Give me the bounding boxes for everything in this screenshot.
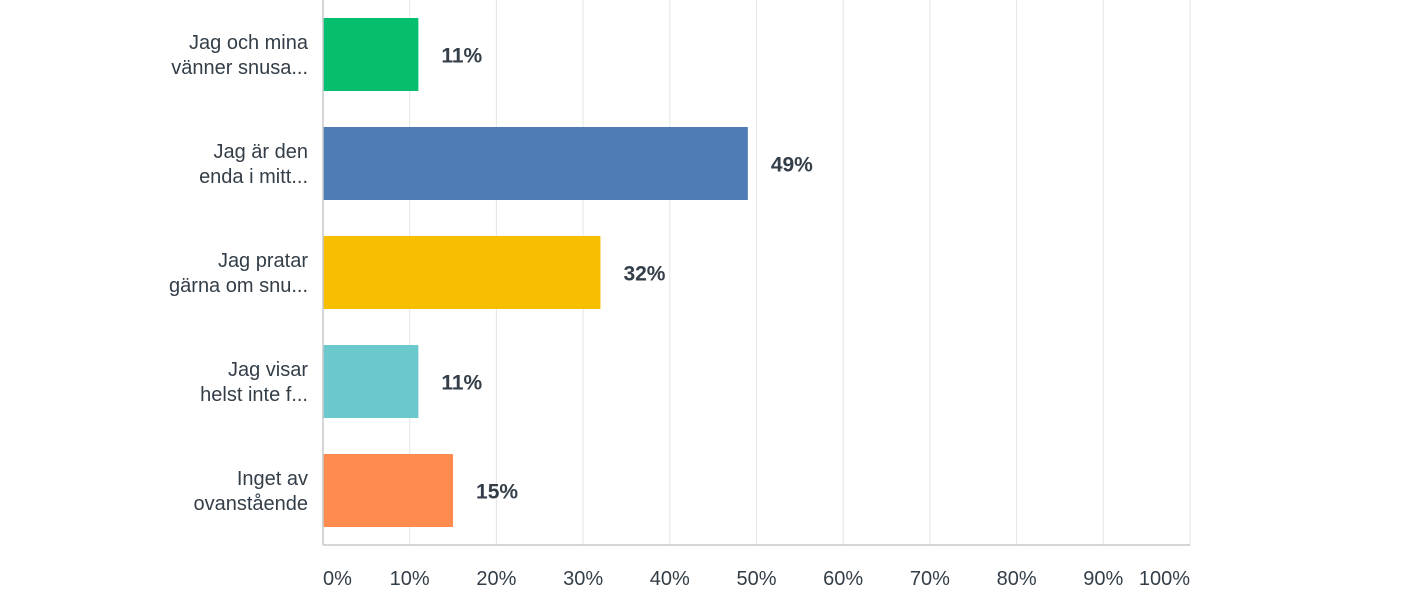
x-tick-label: 60% xyxy=(823,568,863,590)
x-tick-label: 20% xyxy=(476,568,516,590)
category-label: Jag är den xyxy=(213,141,308,163)
value-label: 15% xyxy=(476,481,518,504)
value-labels: 11% 49% 32% 11% 15% xyxy=(441,45,813,504)
category-label: helst inte f... xyxy=(200,384,308,406)
category-label: vänner snusa... xyxy=(171,57,308,79)
bar xyxy=(323,345,419,418)
value-label: 11% xyxy=(441,45,482,68)
category-label: gärna om snu... xyxy=(169,275,308,297)
bar xyxy=(323,454,454,527)
x-tick-label: 50% xyxy=(736,568,776,590)
value-label: 32% xyxy=(623,263,665,286)
x-tick-label: 30% xyxy=(563,568,603,590)
category-label: Jag och mina xyxy=(189,32,309,54)
category-label: ovanstående xyxy=(193,493,308,515)
value-label: 11% xyxy=(441,372,482,395)
category-label: Jag pratar xyxy=(218,250,308,272)
x-tick-label: 80% xyxy=(997,568,1037,590)
x-tick-label: 90% xyxy=(1083,568,1123,590)
grid-lines xyxy=(409,0,1191,545)
x-tick-label: 0% xyxy=(323,568,352,590)
axes xyxy=(322,0,1190,546)
x-tick-label: 10% xyxy=(390,568,430,590)
category-labels: Jag och mina vänner snusa... Jag är den end… xyxy=(169,32,309,515)
bars xyxy=(323,18,748,527)
bar xyxy=(323,236,601,309)
x-tick-label: 100% xyxy=(1139,568,1190,590)
category-label: Jag visar xyxy=(228,359,308,381)
bar xyxy=(323,127,748,200)
value-label: 49% xyxy=(771,154,813,177)
category-label: Inget av xyxy=(237,468,308,490)
x-tick-label: 70% xyxy=(910,568,950,590)
category-label: enda i mitt... xyxy=(199,166,308,188)
bar xyxy=(323,18,419,91)
x-tick-label: 40% xyxy=(650,568,690,590)
x-tick-labels: 0% 10% 20% 30% 40% 50% 60% 70% 80% 90% 100% xyxy=(323,568,1190,590)
